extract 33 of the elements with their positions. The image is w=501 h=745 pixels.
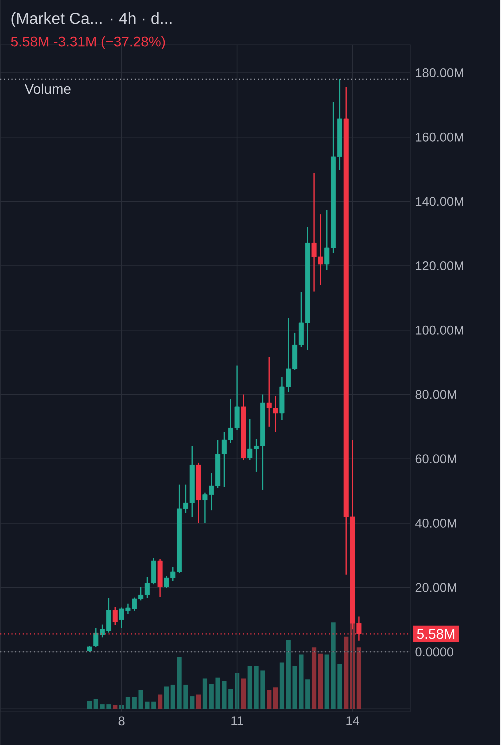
x-tick-label: 14	[346, 716, 360, 726]
y-tick-label: 0.0000	[416, 648, 454, 657]
y-tick-label: 80.00M	[416, 390, 457, 400]
y-tick-label: 160.00M	[416, 132, 464, 142]
y-tick-label: 60.00M	[416, 454, 457, 464]
bar	[126, 697, 131, 709]
bar	[164, 686, 170, 709]
chart-title: (Market Ca... · 4h · d...	[12, 12, 172, 28]
bar	[312, 648, 317, 709]
bar	[318, 654, 324, 709]
bar	[203, 678, 208, 709]
x-tick-label: 11	[232, 716, 244, 726]
bar	[344, 636, 349, 709]
y-tick-label: 120.00M	[416, 262, 464, 271]
candlestick	[113, 606, 118, 626]
y-tick-label: 140.00M	[416, 197, 464, 206]
ref-line-label: 5.58M	[418, 629, 455, 640]
y-tick-label: 20.00M	[416, 583, 457, 592]
y-tick-label: 100.00M	[416, 326, 464, 335]
chart-subtitle: 5.58M -3.31M (−37.28%)	[12, 36, 166, 50]
bar	[113, 705, 118, 709]
bar	[158, 694, 163, 709]
bar	[274, 688, 278, 709]
bar	[242, 678, 246, 709]
bar	[88, 700, 92, 709]
bar	[280, 662, 285, 709]
bar	[267, 690, 272, 709]
chart-title: Volume	[25, 84, 72, 94]
bar	[357, 648, 362, 709]
bar	[196, 694, 202, 709]
y-tick-label: 180.00M	[416, 68, 464, 78]
x-tick-label: 8	[119, 716, 126, 726]
y-tick-label: 40.00M	[416, 518, 457, 528]
